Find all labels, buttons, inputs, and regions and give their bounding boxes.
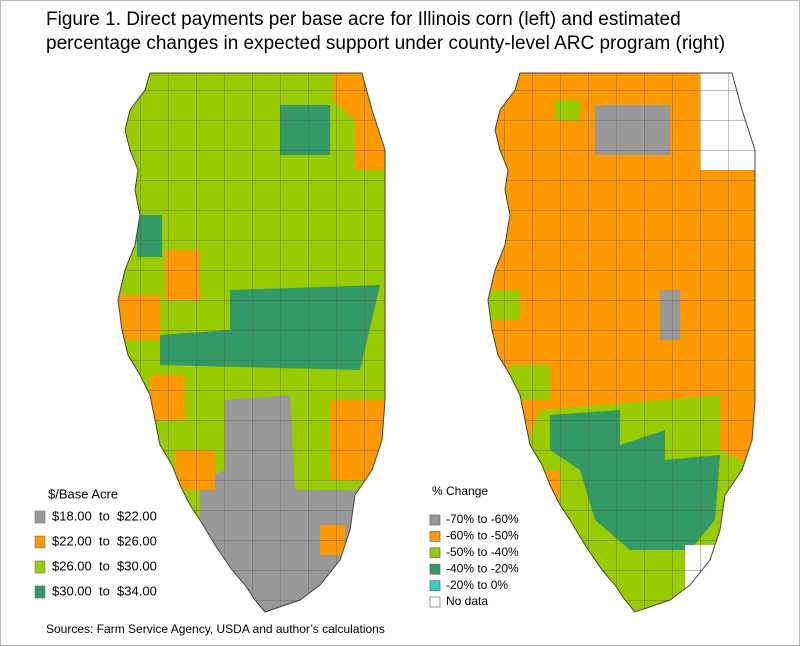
legend-label: $18.00 to $22.00 xyxy=(52,508,157,523)
legend-swatch xyxy=(429,580,441,591)
figure-title: Figure 1. Direct payments per base acre … xyxy=(46,9,726,54)
legend-label: $26.00 to $30.00 xyxy=(52,558,157,573)
source-note: Sources: Farm Service Agency, USDA and a… xyxy=(46,622,385,636)
legend-label: -20% to 0% xyxy=(446,578,508,592)
legend-swatch xyxy=(429,531,441,542)
legend-label: $30.00 to $34.00 xyxy=(52,583,157,598)
legend-swatch xyxy=(429,547,441,559)
legend-label: $22.00 to $26.00 xyxy=(52,533,157,548)
legend-swatch xyxy=(34,535,46,549)
legend-title: % Change xyxy=(432,484,488,498)
legend-swatch xyxy=(34,510,46,524)
legend-swatch xyxy=(429,563,441,575)
legend-label: -50% to -40% xyxy=(446,545,519,559)
legend-label: -60% to -50% xyxy=(446,529,519,543)
legend-swatch xyxy=(429,596,441,608)
legend-swatch xyxy=(429,514,441,526)
legend-label: No data xyxy=(446,594,488,608)
legend-label: -70% to -60% xyxy=(446,512,519,526)
legend-swatch xyxy=(34,560,46,574)
legend-label: -40% to -20% xyxy=(446,561,519,575)
legend-swatch xyxy=(34,585,46,599)
legend-title: $/Base Acre xyxy=(48,486,118,501)
